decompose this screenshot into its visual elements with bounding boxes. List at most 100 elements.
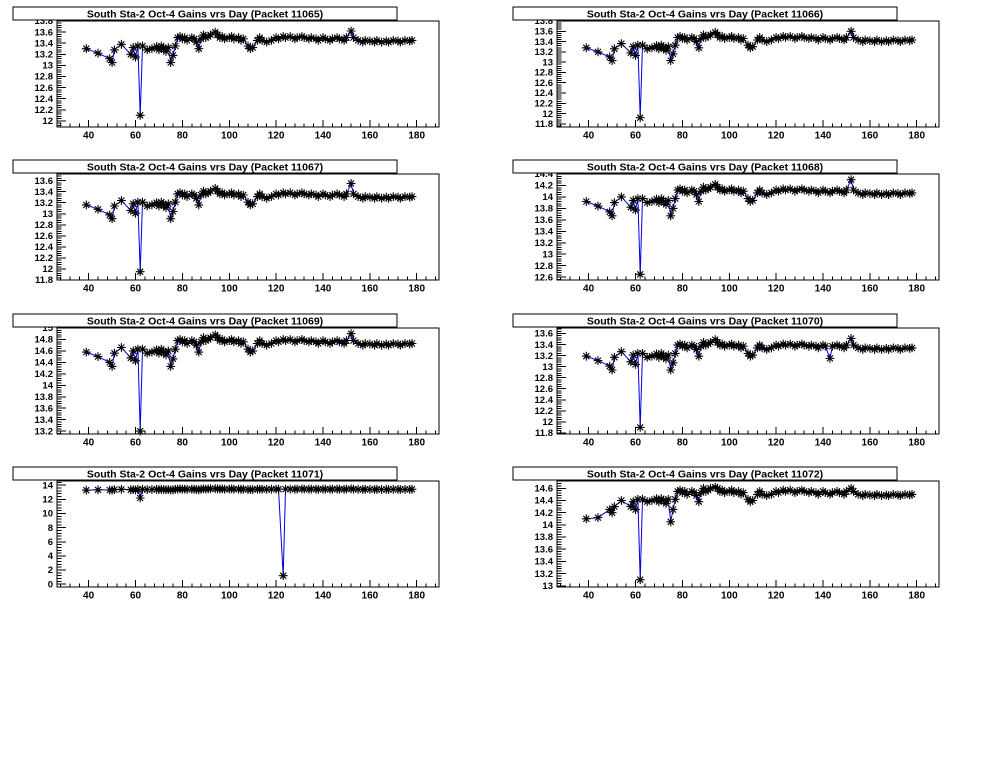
x-tick-label: 120 bbox=[268, 131, 285, 142]
plot-frame bbox=[56, 20, 440, 128]
x-tick-label: 100 bbox=[721, 438, 738, 449]
x-tick-label: 100 bbox=[721, 131, 738, 142]
y-tick-label: 13 bbox=[542, 249, 553, 260]
title-box bbox=[512, 159, 898, 174]
chart-panel-packet-11072: 13 13.2 13.4 13.6 13.8 14 14.2 14.4 14.6 40 60 80 10… bbox=[500, 460, 996, 612]
y-tick-label: 13.2 bbox=[35, 426, 54, 437]
x-tick-label: 100 bbox=[221, 131, 238, 142]
y-tick-label: 12.2 bbox=[35, 105, 54, 116]
chart-title: South Sta-2 Oct-4 Gains vrs Day (Packet … bbox=[587, 469, 823, 481]
y-tick-label: 13 bbox=[542, 57, 553, 68]
y-tick-label: 4 bbox=[48, 551, 54, 562]
y-tick-label: 13.2 bbox=[535, 569, 554, 580]
x-tick-label: 180 bbox=[908, 438, 925, 449]
x-tick-label: 80 bbox=[677, 438, 689, 449]
x-tick-label: 60 bbox=[130, 591, 142, 602]
y-axis bbox=[57, 481, 66, 588]
y-tick-label: 8 bbox=[48, 523, 53, 534]
x-axis bbox=[560, 580, 936, 587]
x-axis bbox=[60, 427, 436, 434]
y-tick-label: 14.6 bbox=[535, 484, 554, 495]
x-tick-label: 40 bbox=[583, 591, 595, 602]
y-tick-label: 13.8 bbox=[35, 392, 54, 403]
y-tick-label: 13.6 bbox=[35, 403, 54, 414]
x-tick-label: 160 bbox=[362, 438, 379, 449]
x-tick-label: 100 bbox=[221, 591, 238, 602]
y-tick-label: 13.2 bbox=[35, 50, 54, 61]
data-markers bbox=[581, 334, 917, 432]
y-tick-label: 13.4 bbox=[535, 557, 554, 568]
x-tick-label: 40 bbox=[83, 131, 95, 142]
data-markers bbox=[81, 26, 417, 120]
plot-svg: 11.81212.212.412.612.81313.213.413.613.8… bbox=[512, 6, 940, 142]
y-tick-label: 12.8 bbox=[535, 373, 554, 384]
y-tick-label: 13.4 bbox=[35, 187, 54, 198]
x-tick-label: 180 bbox=[908, 284, 925, 295]
x-tick-label: 120 bbox=[768, 438, 785, 449]
y-tick-label: 11.8 bbox=[35, 275, 53, 286]
y-tick-label: 12.2 bbox=[535, 99, 554, 110]
y-tick-label: 13.6 bbox=[35, 176, 54, 187]
y-axis bbox=[57, 20, 66, 126]
data-markers bbox=[81, 484, 417, 581]
y-tick-label: 13.4 bbox=[535, 37, 554, 48]
y-tick-label: 13.2 bbox=[535, 238, 554, 249]
x-tick-label: 100 bbox=[221, 284, 238, 295]
y-tick-label: 12.8 bbox=[535, 68, 554, 79]
y-tick-label: 12.2 bbox=[35, 253, 54, 264]
data-markers bbox=[581, 26, 917, 123]
y-tick-label: 10 bbox=[42, 509, 53, 520]
y-tick-label: 12.4 bbox=[535, 395, 554, 406]
title-box bbox=[12, 159, 398, 174]
y-tick-label: 13.6 bbox=[535, 544, 554, 555]
x-tick-label: 80 bbox=[677, 284, 689, 295]
x-tick-label: 160 bbox=[862, 284, 879, 295]
y-tick-label: 12.8 bbox=[35, 220, 54, 231]
y-tick-label: 12.2 bbox=[535, 406, 554, 417]
y-tick-label: 0 bbox=[48, 579, 53, 590]
x-axis bbox=[560, 120, 936, 127]
x-tick-label: 120 bbox=[768, 591, 785, 602]
x-tick-label: 80 bbox=[677, 131, 689, 142]
y-tick-label: 14.8 bbox=[35, 335, 54, 346]
x-tick-label: 40 bbox=[83, 284, 95, 295]
x-tick-label: 40 bbox=[583, 438, 595, 449]
x-tick-label: 120 bbox=[268, 591, 285, 602]
x-tick-label: 120 bbox=[268, 438, 285, 449]
x-tick-label: 60 bbox=[130, 284, 142, 295]
x-tick-label: 180 bbox=[408, 438, 425, 449]
title-box bbox=[512, 466, 898, 481]
x-tick-label: 140 bbox=[315, 284, 332, 295]
x-axis bbox=[560, 427, 936, 434]
y-tick-label: 13.4 bbox=[535, 340, 554, 351]
y-tick-label: 12.4 bbox=[535, 88, 554, 99]
chart-panel-packet-11069: 13.2 13.4 13.6 13.8 14 14.2 14.4 14.6 14.8 15 40 60… bbox=[0, 307, 498, 459]
y-tick-label: 11.8 bbox=[535, 428, 553, 439]
x-tick-label: 40 bbox=[83, 591, 95, 602]
y-tick-label: 12.6 bbox=[535, 272, 554, 283]
y-tick-label: 13 bbox=[542, 581, 553, 592]
chart-panel-packet-11071: 0 2 4 6 8 10 12 14 40 60 80 100 120 140 160 180 South St… bbox=[0, 460, 498, 612]
x-tick-label: 180 bbox=[908, 131, 925, 142]
y-axis bbox=[557, 20, 566, 127]
title-box bbox=[512, 313, 898, 328]
y-axis bbox=[557, 173, 566, 280]
x-axis bbox=[60, 580, 436, 587]
y-tick-label: 13.6 bbox=[535, 27, 554, 38]
y-tick-label: 13.8 bbox=[535, 16, 554, 27]
y-tick-label: 12.4 bbox=[35, 242, 54, 253]
plot-frame bbox=[56, 173, 440, 281]
x-tick-label: 140 bbox=[815, 284, 832, 295]
data-markers bbox=[581, 175, 917, 279]
x-tick-label: 80 bbox=[677, 591, 689, 602]
y-tick-label: 14 bbox=[542, 520, 553, 531]
x-tick-label: 80 bbox=[177, 284, 189, 295]
chart-panel-packet-11068: 12.6 12.8 13 13.2 13.4 13.6 13.8 14 14.2 14.4 40 60… bbox=[500, 153, 996, 305]
x-tick-label: 120 bbox=[768, 284, 785, 295]
y-tick-label: 12.6 bbox=[35, 231, 54, 242]
x-tick-label: 80 bbox=[177, 591, 189, 602]
y-tick-label: 13.2 bbox=[535, 47, 554, 58]
y-tick-label: 12.6 bbox=[535, 384, 554, 395]
